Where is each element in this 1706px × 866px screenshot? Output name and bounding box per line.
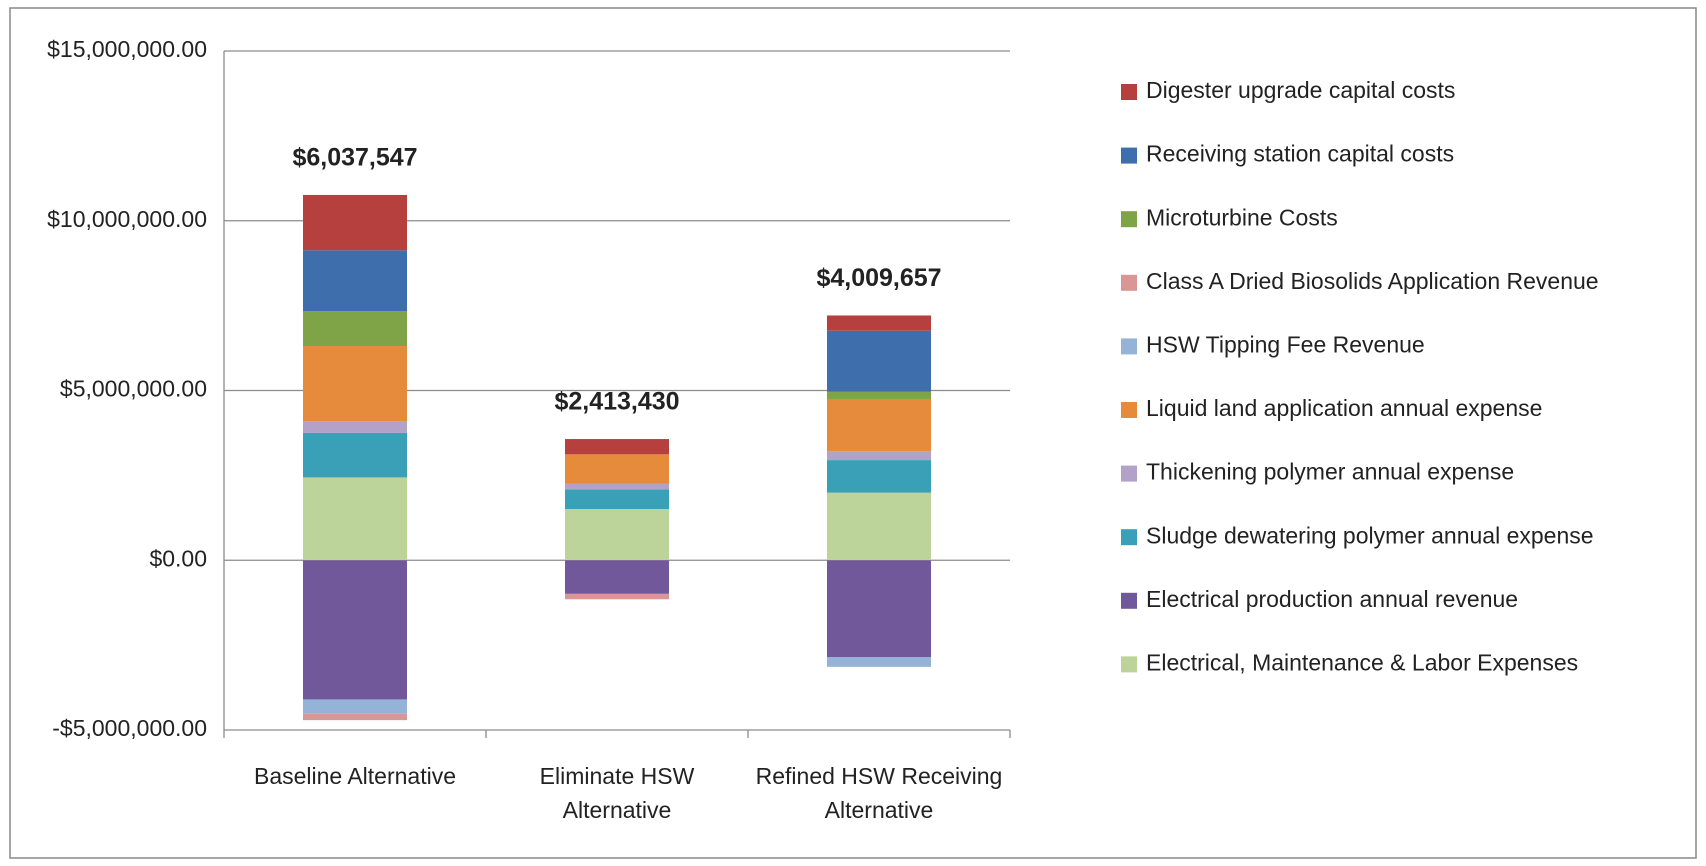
bar-segment bbox=[303, 421, 407, 433]
legend-swatch bbox=[1121, 529, 1137, 546]
y-tick-label: $5,000,000.00 bbox=[60, 376, 207, 402]
bar-segment bbox=[303, 311, 407, 347]
bar-segment bbox=[827, 492, 931, 561]
legend-swatch bbox=[1121, 147, 1137, 164]
legend-swatch bbox=[1121, 656, 1137, 673]
bar-segment bbox=[827, 398, 931, 452]
bar-segment bbox=[303, 477, 407, 561]
bar-segment bbox=[565, 489, 669, 509]
bar-segment bbox=[827, 560, 931, 658]
bar-segment bbox=[565, 483, 669, 490]
bar-segment bbox=[827, 391, 931, 399]
total-label: $2,413,430 bbox=[554, 388, 679, 416]
legend-swatch bbox=[1121, 465, 1137, 482]
bar-segment bbox=[565, 439, 669, 455]
legend-label: Microturbine Costs bbox=[1146, 204, 1338, 230]
legend-label: Class A Dried Biosolids Application Reve… bbox=[1146, 268, 1599, 294]
legend-label: Receiving station capital costs bbox=[1146, 141, 1454, 167]
legend-swatch bbox=[1121, 592, 1137, 609]
legend-swatch bbox=[1121, 274, 1137, 291]
total-label: $4,009,657 bbox=[816, 264, 941, 292]
legend-label: Liquid land application annual expense bbox=[1146, 395, 1542, 421]
legend-swatch bbox=[1121, 338, 1137, 355]
bar-segment bbox=[565, 560, 669, 594]
legend-label: Thickening polymer annual expense bbox=[1146, 459, 1514, 485]
bar-segment bbox=[565, 508, 669, 561]
bar-segment bbox=[827, 315, 931, 331]
legend-swatch bbox=[1121, 402, 1137, 418]
legend-swatch bbox=[1121, 84, 1137, 100]
legend-label: Electrical, Maintenance & Labor Expenses bbox=[1146, 649, 1578, 675]
bar-segment bbox=[303, 194, 407, 251]
bar-segment bbox=[565, 454, 669, 484]
legend-swatch bbox=[1121, 211, 1137, 228]
legend-label: Electrical production annual revenue bbox=[1146, 586, 1518, 612]
y-tick-label: $0.00 bbox=[149, 545, 207, 571]
legend-label: Digester upgrade capital costs bbox=[1146, 77, 1455, 103]
x-tick-label: Baseline Alternative bbox=[254, 763, 456, 789]
bar-segment bbox=[303, 560, 407, 700]
legend-label: Sludge dewatering polymer annual expense bbox=[1146, 522, 1594, 548]
y-tick-label: -$5,000,000.00 bbox=[52, 715, 207, 741]
bar-segment bbox=[303, 346, 407, 422]
bar-segment bbox=[827, 451, 931, 461]
y-tick-label: $10,000,000.00 bbox=[47, 206, 207, 232]
bar-segment bbox=[303, 699, 407, 714]
y-tick-label: $15,000,000.00 bbox=[47, 36, 207, 62]
bar-segment bbox=[565, 593, 669, 600]
x-tick-label: Eliminate HSW Alternative bbox=[540, 763, 695, 823]
bar-segment bbox=[303, 250, 407, 312]
legend-label: HSW Tipping Fee Revenue bbox=[1146, 331, 1425, 357]
bar-segment bbox=[303, 432, 407, 478]
bar-segment bbox=[303, 713, 407, 721]
bar-segment bbox=[827, 657, 931, 667]
bar-segment bbox=[827, 330, 931, 392]
x-tick-label: Refined HSW Receiving Alternative bbox=[756, 763, 1003, 823]
total-label: $6,037,547 bbox=[292, 144, 417, 172]
bar-segment bbox=[827, 460, 931, 493]
